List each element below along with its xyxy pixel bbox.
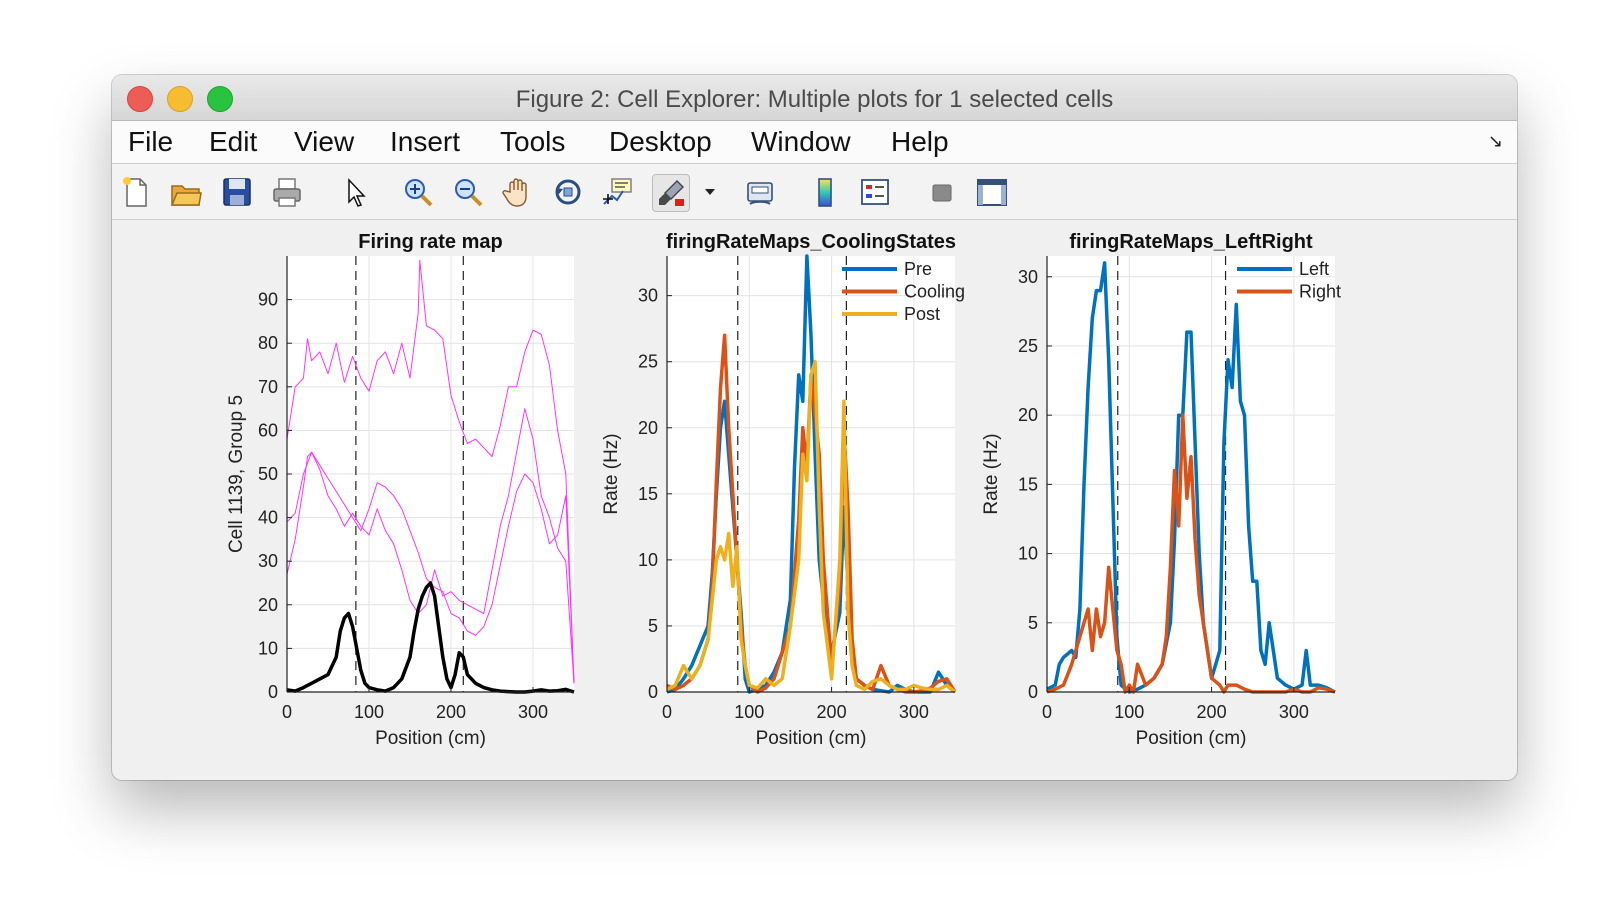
x-tick-label: 200 — [1197, 702, 1227, 722]
menu-help[interactable]: Help — [891, 126, 949, 157]
y-tick-label: 25 — [1018, 336, 1038, 356]
y-tick-label: 0 — [268, 682, 278, 702]
y-tick-label: 20 — [638, 418, 658, 438]
hide-plot-tools-icon[interactable] — [924, 174, 960, 210]
y-tick-label: 25 — [638, 352, 658, 372]
brush-icon[interactable] — [652, 174, 690, 212]
menu-file[interactable]: File — [128, 126, 174, 157]
x-tick-label: 0 — [1042, 702, 1052, 722]
y-tick-label: 10 — [638, 550, 658, 570]
y-tick-label: 15 — [638, 484, 658, 504]
zoom-out-icon[interactable] — [450, 174, 486, 210]
menu-tools[interactable]: Tools — [500, 126, 566, 157]
y-tick-label: 60 — [258, 420, 278, 440]
menu-edit[interactable]: Edit — [209, 126, 258, 157]
x-tick-label: 0 — [282, 702, 292, 722]
series-line-3 — [286, 451, 575, 684]
menu-desktop[interactable]: Desktop — [609, 126, 712, 157]
open-file-icon[interactable] — [168, 174, 204, 210]
x-tick-label: 200 — [436, 702, 466, 722]
zoom-in-icon[interactable] — [400, 174, 436, 210]
y-tick-label: 70 — [258, 377, 278, 397]
chart-2: 0 100 200 300 0 5 10 15 20 25 30 firingRateMaps_Coo… — [601, 231, 965, 749]
legend-entry: Left — [1299, 259, 1329, 279]
show-plot-tools-icon[interactable] — [974, 174, 1010, 210]
figure-window: Figure 2: Cell Explorer: Multiple plots … — [112, 75, 1517, 780]
legend-entry: Cooling — [904, 282, 965, 302]
menu-bar: File Edit View Insert Tools Desktop Wind… — [112, 121, 1517, 164]
colorbar-icon[interactable] — [807, 174, 843, 210]
window-title: Figure 2: Cell Explorer: Multiple plots … — [515, 86, 1114, 113]
x-axis-label: Position (cm) — [756, 728, 867, 749]
chart-title: firingRateMaps_LeftRight — [1069, 231, 1313, 253]
y-tick-label: 30 — [258, 551, 278, 571]
x-tick-label: 0 — [662, 702, 672, 722]
y-tick-label: 30 — [638, 286, 658, 306]
print-icon[interactable] — [269, 174, 305, 210]
y-tick-label: 20 — [258, 595, 278, 615]
legend-entry: Pre — [904, 259, 932, 279]
x-tick-label: 200 — [817, 702, 847, 722]
data-cursor-icon[interactable] — [600, 174, 636, 210]
y-tick-label: 0 — [1028, 682, 1038, 702]
series-line-1 — [1046, 261, 1336, 694]
x-tick-label: 100 — [734, 702, 764, 722]
x-tick-label: 300 — [1279, 702, 1309, 722]
undock-arrow-icon[interactable]: ↘ — [1487, 131, 1503, 151]
close-window-button[interactable] — [127, 86, 153, 112]
x-tick-label: 300 — [518, 702, 548, 722]
maximize-window-button[interactable] — [207, 86, 233, 112]
legend-entry: Post — [904, 304, 940, 324]
pan-hand-icon[interactable] — [500, 174, 536, 210]
title-bar[interactable]: Figure 2: Cell Explorer: Multiple plots … — [112, 75, 1517, 121]
new-figure-icon[interactable] — [118, 174, 154, 210]
y-tick-label: 30 — [1018, 267, 1038, 287]
pointer-icon[interactable] — [337, 174, 373, 210]
x-tick-label: 100 — [354, 702, 384, 722]
y-tick-label: 5 — [1028, 613, 1038, 633]
x-axis-label: Position (cm) — [375, 728, 486, 749]
y-tick-label: 5 — [648, 616, 658, 636]
y-tick-label: 80 — [258, 333, 278, 353]
chart-1: 0 100 200 300 0 10 20 30 40 50 60 70 80 90 Firing rate… — [226, 231, 575, 749]
chart-3: 0 100 200 300 0 5 10 15 20 25 30 firingRateMaps_Lef… — [981, 231, 1341, 749]
x-tick-label: 100 — [1114, 702, 1144, 722]
y-tick-label: 40 — [258, 508, 278, 528]
y-tick-label: 20 — [1018, 405, 1038, 425]
x-axis-label: Position (cm) — [1136, 728, 1247, 749]
y-axis-label: Rate (Hz) — [601, 433, 622, 514]
legend-icon[interactable] — [857, 174, 893, 210]
y-tick-label: 0 — [648, 682, 658, 702]
save-icon[interactable] — [219, 174, 255, 210]
x-tick-label: 300 — [899, 702, 929, 722]
link-plot-icon[interactable] — [742, 174, 778, 210]
brush-dropdown-icon[interactable] — [692, 174, 715, 210]
plot-area: 0 100 200 300 0 10 20 30 40 50 60 70 80 90 Firing rate… — [112, 220, 1517, 780]
menu-window[interactable]: Window — [751, 126, 851, 157]
minimize-window-button[interactable] — [167, 86, 193, 112]
series-line-1 — [286, 259, 575, 684]
y-tick-label: 10 — [258, 638, 278, 658]
y-tick-label: 50 — [258, 464, 278, 484]
figure-toolbar — [112, 164, 1517, 220]
chart-title: firingRateMaps_CoolingStates — [666, 231, 956, 253]
series-line-3 — [666, 359, 957, 694]
y-tick-label: 10 — [1018, 544, 1038, 564]
y-tick-label: 15 — [1018, 474, 1038, 494]
menu-insert[interactable]: Insert — [390, 126, 461, 157]
legend-entry: Right — [1299, 282, 1341, 302]
y-axis-label: Rate (Hz) — [981, 433, 1002, 514]
y-tick-label: 90 — [258, 290, 278, 310]
chart-title: Firing rate map — [358, 231, 502, 253]
rotate-3d-icon[interactable] — [550, 174, 586, 210]
menu-view[interactable]: View — [294, 126, 355, 157]
y-axis-label: Cell 1139, Group 5 — [226, 395, 247, 553]
